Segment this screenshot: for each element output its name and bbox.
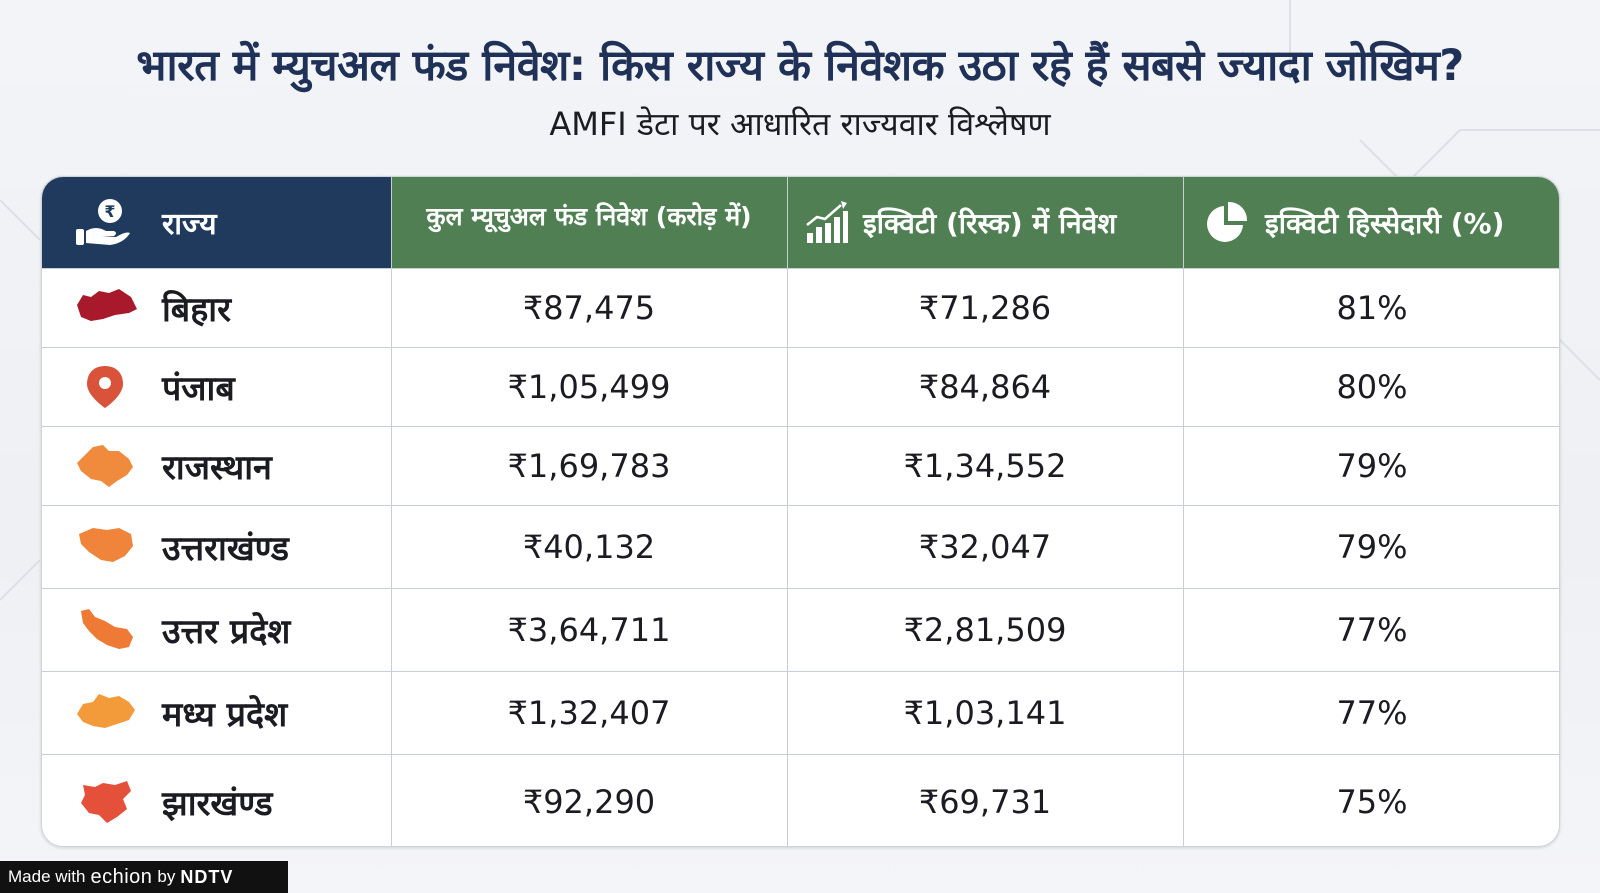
uttarakhand-map-icon xyxy=(70,522,140,572)
column-divider xyxy=(1183,177,1184,846)
table-row: पंजाब ₹1,05,499 ₹84,864 80% xyxy=(42,347,1559,426)
cell-total-investment: ₹92,290 xyxy=(522,782,656,821)
footer-publisher: NDTV xyxy=(180,866,234,887)
uttar-pradesh-map-icon xyxy=(70,605,140,655)
state-name: उत्तराखंण्ड xyxy=(162,529,289,569)
cell-state: पंजाब xyxy=(42,348,391,426)
table-row: मध्य प्रदेश ₹1,32,407 ₹1,03,141 77% xyxy=(42,671,1559,754)
cell-equity-share: 79% xyxy=(1336,447,1408,485)
cell-equity-investment: ₹1,03,141 xyxy=(903,694,1067,732)
state-name: बिहार xyxy=(162,290,231,330)
cell-state: राजस्थान xyxy=(42,427,391,505)
hand-rupee-icon: ₹ xyxy=(74,197,132,249)
location-pin-icon xyxy=(70,362,140,412)
footer-by: by xyxy=(157,867,176,886)
cell-total-investment: ₹40,132 xyxy=(522,528,656,566)
cell-equity-share: 81% xyxy=(1336,289,1408,327)
header-total-investment: कुल म्यूचुअल फंड निवेश (करोड़ में) xyxy=(391,177,787,268)
header-equity-share: इक्विटी हिस्सेदारी (%) xyxy=(1183,177,1559,268)
cell-equity-investment: ₹32,047 xyxy=(918,528,1052,566)
pie-chart-icon xyxy=(1203,200,1249,246)
table-row: झारखंण्ड ₹92,290 ₹69,731 75% xyxy=(42,754,1559,846)
cell-total-investment: ₹87,475 xyxy=(522,289,656,327)
cell-equity-share: 77% xyxy=(1336,611,1408,649)
page-subtitle: AMFI डेटा पर आधारित राज्यवार विश्लेषण xyxy=(549,105,1051,143)
footer-made-with: Made with xyxy=(8,867,86,886)
cell-total-investment: ₹1,05,499 xyxy=(507,368,671,406)
cell-equity-share: 75% xyxy=(1336,782,1408,821)
svg-text:₹: ₹ xyxy=(104,202,115,221)
state-investment-table: ₹ राज्य कुल म्यूचुअल फंड निवेश (करोड़ मे… xyxy=(41,176,1560,847)
cell-total-investment: ₹1,69,783 xyxy=(507,447,671,485)
header-share-label: इक्विटी हिस्सेदारी (%) xyxy=(1265,206,1505,240)
cell-equity-share: 79% xyxy=(1336,528,1408,566)
state-name: झारखंण्ड xyxy=(162,783,273,824)
state-name: राजस्थान xyxy=(162,448,272,488)
header-total-label: कुल म्यूचुअल फंड निवेश (करोड़ में) xyxy=(426,202,752,231)
cell-equity-investment: ₹2,81,509 xyxy=(903,611,1067,649)
cell-equity-investment: ₹71,286 xyxy=(918,289,1052,327)
cell-state: उत्तर प्रदेश xyxy=(42,589,391,671)
table-row: उत्तर प्रदेश ₹3,64,711 ₹2,81,509 77% xyxy=(42,588,1559,671)
cell-total-investment: ₹1,32,407 xyxy=(507,694,671,732)
growth-chart-icon xyxy=(805,200,849,245)
rajasthan-map-icon xyxy=(70,441,140,491)
table-row: राजस्थान ₹1,69,783 ₹1,34,552 79% xyxy=(42,426,1559,505)
cell-equity-share: 77% xyxy=(1336,694,1408,732)
header-state: ₹ राज्य xyxy=(42,177,391,268)
table-row: बिहार ₹87,475 ₹71,286 81% xyxy=(42,268,1559,347)
jharkhand-map-icon xyxy=(70,777,140,827)
cell-state: झारखंण्ड xyxy=(42,755,391,846)
state-name: उत्तर प्रदेश xyxy=(162,612,291,652)
footer-credit: Made with echion by NDTV xyxy=(0,861,288,893)
cell-equity-investment: ₹84,864 xyxy=(918,368,1052,406)
column-divider xyxy=(391,177,392,846)
cell-total-investment: ₹3,64,711 xyxy=(507,611,671,649)
cell-equity-share: 80% xyxy=(1336,368,1408,406)
state-name: मध्य प्रदेश xyxy=(162,695,288,735)
table-row: उत्तराखंण्ड ₹40,132 ₹32,047 79% xyxy=(42,505,1559,588)
madhya-pradesh-map-icon xyxy=(70,688,140,738)
header-equity-investment: इक्विटी (रिस्क) में निवेश xyxy=(787,177,1183,268)
cell-equity-investment: ₹1,34,552 xyxy=(903,447,1067,485)
footer-brand: echion xyxy=(90,865,153,888)
header-state-label: राज्य xyxy=(162,207,217,242)
state-name: पंजाब xyxy=(162,369,235,409)
cell-state: उत्तराखंण्ड xyxy=(42,506,391,588)
header-equity-label: इक्विटी (रिस्क) में निवेश xyxy=(863,206,1117,240)
page-title: भारत में म्युचअल फंड निवेश: किस राज्य के… xyxy=(136,41,1464,91)
cell-state: बिहार xyxy=(42,269,391,347)
cell-state: मध्य प्रदेश xyxy=(42,672,391,754)
bihar-map-icon xyxy=(70,283,140,333)
column-divider xyxy=(787,177,788,846)
cell-equity-investment: ₹69,731 xyxy=(918,782,1052,821)
